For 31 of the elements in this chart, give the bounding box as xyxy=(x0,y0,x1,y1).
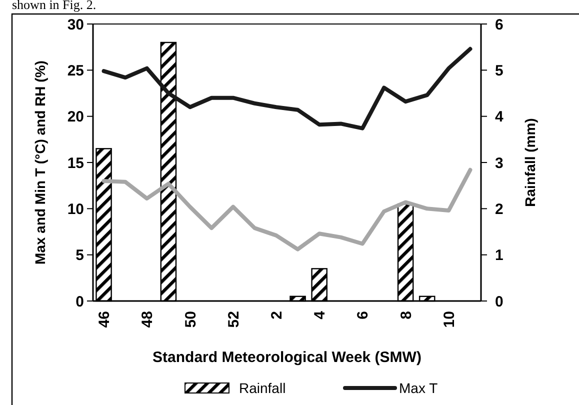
y2-tick-label: 2 xyxy=(495,200,504,218)
y2-tick-label: 5 xyxy=(495,62,504,80)
y2-tick-label: 6 xyxy=(495,16,504,34)
line-series xyxy=(102,46,472,130)
x-tick-label: 48 xyxy=(139,311,156,328)
y-axis-title: Max and Min T (°C) and RH (%) xyxy=(32,60,48,264)
y-tick-label: 5 xyxy=(76,247,84,264)
y2-tick-label: 0 xyxy=(495,293,504,310)
x-tick-label: 4 xyxy=(312,310,329,320)
y2-tick-label: 3 xyxy=(495,154,504,172)
y2-axis-title: Rainfall (mm) xyxy=(522,118,538,207)
x-tick-label: 2 xyxy=(268,311,286,320)
legend-label: Max T xyxy=(399,380,438,396)
text: shown in Fig. 2. xyxy=(12,0,96,12)
legend-label: Rainfall xyxy=(239,380,286,396)
x-tick-label: 46 xyxy=(96,311,114,328)
y2-tick-label: 1 xyxy=(495,247,504,264)
x-tick-label: 10 xyxy=(440,311,458,328)
x-tick-label: 50 xyxy=(182,311,200,328)
y-tick-label: 15 xyxy=(67,154,84,172)
x-tick-label: 6 xyxy=(354,311,372,320)
line-series xyxy=(102,168,472,252)
x-tick-label: 52 xyxy=(225,311,242,328)
x-tick-label: 8 xyxy=(398,311,415,320)
y-tick-label: 25 xyxy=(67,62,84,80)
y-tick-label: 0 xyxy=(76,293,84,310)
y-tick-label: 20 xyxy=(67,108,84,126)
y-tick-label: 30 xyxy=(67,16,84,34)
x-axis-title: Standard Meteorological Week (SMW) xyxy=(152,349,422,366)
y2-tick-label: 4 xyxy=(495,108,504,126)
y-tick-label: 10 xyxy=(67,200,84,218)
